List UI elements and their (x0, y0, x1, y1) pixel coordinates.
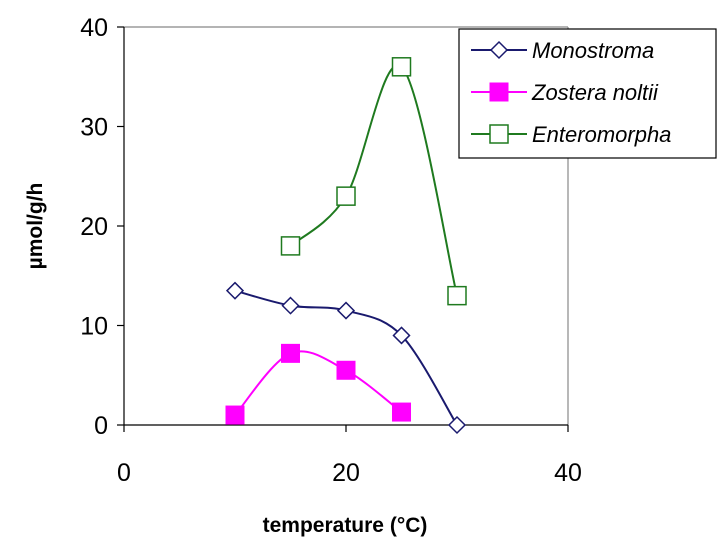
legend: Monostroma Zostera noltii Enteromorpha (458, 28, 717, 159)
data-point-monostroma (336, 301, 356, 320)
legend-marker-enteromorpha (489, 124, 509, 144)
data-point-enteromorpha (280, 236, 301, 256)
data-point-monostroma (392, 326, 411, 345)
data-point-monostroma (281, 296, 300, 315)
legend-label-zostera-noltii: Zostera noltii (531, 80, 659, 105)
series-line-zostera-noltii (234, 350, 403, 416)
series-zostera-noltii (225, 343, 411, 425)
data-point-enteromorpha (336, 186, 356, 206)
data-point-enteromorpha (391, 57, 412, 77)
data-point-zostera-noltii (225, 405, 245, 425)
y-tick-label: 40 (80, 14, 108, 42)
series-line-enteromorpha (289, 64, 458, 296)
data-point-zostera-noltii (281, 343, 300, 363)
series-layer (225, 57, 467, 435)
y-axis-title: µmol/g/h (24, 183, 47, 270)
y-tick-label: 10 (80, 313, 108, 341)
axes: 0 10 20 30 40 0 20 40 (80, 14, 582, 487)
legend-marker-zostera-noltii (489, 82, 509, 102)
data-point-zostera-noltii (336, 360, 356, 380)
y-tick-label: 0 (94, 412, 108, 440)
series-monostroma (225, 281, 467, 435)
x-tick-label: 0 (117, 459, 131, 487)
y-tick-label: 30 (80, 114, 108, 142)
data-point-zostera-noltii (392, 402, 411, 422)
y-tick-label: 20 (80, 213, 108, 241)
data-point-monostroma (225, 281, 245, 300)
legend-marker-monostroma (489, 40, 509, 60)
data-point-enteromorpha (447, 285, 467, 306)
x-tick-label: 20 (332, 459, 360, 487)
series-enteromorpha (280, 57, 467, 306)
data-point-monostroma (447, 415, 467, 435)
x-axis-title: temperature (°C) (263, 514, 428, 537)
legend-label-monostroma: Monostroma (532, 38, 654, 63)
legend-label-enteromorpha: Enteromorpha (532, 122, 671, 147)
x-tick-label: 40 (554, 459, 582, 487)
